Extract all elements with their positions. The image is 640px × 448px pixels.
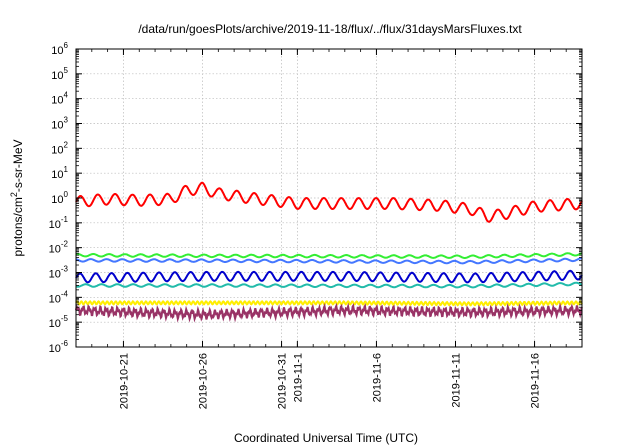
- y-tick-label-base: 10: [49, 269, 61, 281]
- series-line: [75, 300, 583, 307]
- y-tick-label-base: 10: [51, 70, 63, 82]
- y-tick-label-exp: -6: [61, 339, 69, 348]
- y-tick-label: 10-3: [49, 265, 69, 281]
- y-tick-label-base: 10: [51, 45, 63, 57]
- y-tick-label-base: 10: [49, 343, 61, 355]
- series-line: [75, 281, 583, 289]
- y-tick-label-base: 10: [49, 318, 61, 330]
- y-tick-label-exp: -1: [61, 215, 69, 224]
- y-tick-label-base: 10: [49, 219, 61, 231]
- y-tick-label-exp: 1: [64, 165, 69, 174]
- y-tick-label-exp: 6: [64, 41, 69, 50]
- x-tick-label: 2019-11-1: [292, 353, 304, 402]
- series-lines: [75, 181, 583, 323]
- y-tick-label: 100: [51, 190, 68, 206]
- y-tick-label-exp: 4: [64, 91, 69, 100]
- y-tick-label: 10-6: [49, 339, 69, 355]
- y-tick-label-base: 10: [51, 194, 63, 206]
- x-tick-label: 2019-10-26: [198, 353, 210, 409]
- x-tick-label: 2019-11-11: [451, 353, 463, 408]
- chart-title: /data/run/goesPlots/archive/2019-11-18/f…: [138, 22, 522, 36]
- y-axis: 10-610-510-410-310-210-11001011021031041…: [49, 41, 582, 355]
- series-line: [75, 181, 583, 223]
- x-tick-label: 2019-10-31: [277, 353, 289, 409]
- y-tick-label-exp: 5: [64, 66, 69, 75]
- series-line: [75, 269, 583, 284]
- y-tick-label: 102: [51, 140, 68, 156]
- y-tick-label: 10-4: [49, 289, 69, 305]
- y-tick-label: 10-1: [49, 215, 69, 231]
- series-line: [75, 257, 583, 265]
- y-axis-label-base: protons/cm: [11, 197, 25, 256]
- y-tick-label: 103: [51, 116, 68, 132]
- y-tick-label-exp: -4: [61, 289, 69, 298]
- y-tick-label: 104: [51, 91, 68, 107]
- x-tick-label: 2019-11-16: [530, 353, 542, 408]
- y-tick-label-exp: 0: [64, 190, 69, 199]
- y-tick-label-base: 10: [49, 293, 61, 305]
- x-axis-label: Coordinated Universal Time (UTC): [234, 431, 418, 445]
- series-line: [75, 252, 583, 259]
- x-tick-label: 2019-11-6: [371, 353, 383, 402]
- y-tick-label: 101: [51, 165, 68, 181]
- y-axis-label-sup: 2: [9, 192, 19, 197]
- y-tick-label-exp: -5: [61, 314, 69, 323]
- y-axis-label-rest: -s-sr-MeV: [11, 139, 25, 192]
- y-tick-label-exp: 2: [64, 140, 69, 149]
- x-axis: 2019-10-21 2019-10-26 2019-10-31 2019-11-1 2…: [91, 49, 567, 409]
- x-tick-label: 2019-10-21: [118, 353, 130, 409]
- y-tick-label: 10-5: [49, 314, 69, 330]
- y-axis-label: protons/cm2-s-sr-MeV: [9, 139, 25, 256]
- y-tick-label-base: 10: [49, 244, 61, 256]
- y-tick-label: 106: [51, 41, 68, 57]
- y-tick-label-base: 10: [51, 169, 63, 181]
- y-tick-label-exp: -3: [61, 265, 69, 274]
- y-tick-label-base: 10: [51, 144, 63, 156]
- y-tick-label-exp: -2: [61, 240, 69, 249]
- series-line: [75, 302, 583, 323]
- y-tick-label-base: 10: [51, 120, 63, 132]
- y-tick-label-base: 10: [51, 95, 63, 107]
- y-tick-label-exp: 3: [64, 116, 69, 125]
- y-tick-label: 105: [51, 66, 68, 82]
- y-tick-label: 10-2: [49, 240, 69, 256]
